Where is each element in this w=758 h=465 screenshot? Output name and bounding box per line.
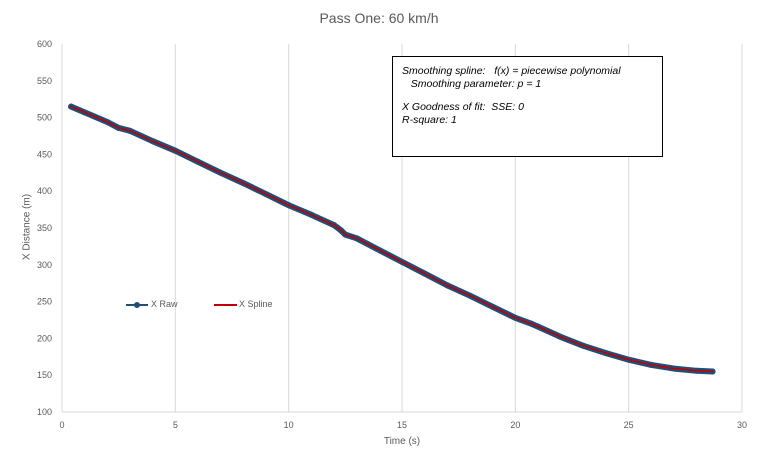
fit-annotation-box: Smoothing spline: f(x) = piecewise polyn… — [392, 56, 663, 157]
y-tick-label: 250 — [37, 297, 52, 307]
x-axis-label: Time (s) — [383, 436, 421, 447]
annotation-line-rsquare: R-square: 1 — [402, 113, 457, 126]
y-tick-label: 600 — [37, 39, 52, 49]
y-tick-label: 450 — [37, 149, 52, 159]
x-tick-label: 30 — [737, 420, 747, 430]
annotation-line-spline: Smoothing spline: f(x) = piecewise polyn… — [402, 65, 621, 77]
y-axis-label: X Distance (m) — [21, 193, 33, 261]
chart-title: Pass One: 60 km/h — [319, 10, 439, 26]
series-lines — [68, 103, 716, 375]
tick-labels: 0 5 10 15 20 25 30 100 150 200 250 300 350 400 450 500 5… — [37, 39, 747, 430]
y-tick-label: 300 — [37, 260, 52, 270]
y-tick-label: 500 — [37, 113, 52, 123]
x-tick-label: 15 — [397, 420, 407, 430]
legend-marker-x-raw-icon — [126, 302, 148, 308]
y-tick-label: 200 — [37, 333, 52, 343]
annotation-line-goodness: X Goodness of fit: SSE: 0 — [402, 101, 524, 113]
y-tick-label: 400 — [37, 186, 52, 196]
annotation-line-parameter: Smoothing parameter: p = 1 — [402, 77, 542, 90]
y-tick-label: 350 — [37, 223, 52, 233]
y-tick-label: 150 — [37, 370, 52, 380]
x-tick-label: 5 — [173, 420, 178, 430]
series-line-x-spline — [70, 105, 714, 373]
y-tick-label: 100 — [37, 407, 52, 417]
x-tick-label: 20 — [510, 420, 520, 430]
legend-marker-x-spline-icon — [214, 304, 237, 306]
x-tick-label: 25 — [624, 420, 634, 430]
x-tick-label: 0 — [59, 420, 64, 430]
x-tick-label: 10 — [284, 420, 294, 430]
y-tick-label: 550 — [37, 76, 52, 86]
legend-label-x-raw: X Raw — [151, 299, 178, 309]
legend-label-x-spline: X Spline — [239, 299, 273, 309]
